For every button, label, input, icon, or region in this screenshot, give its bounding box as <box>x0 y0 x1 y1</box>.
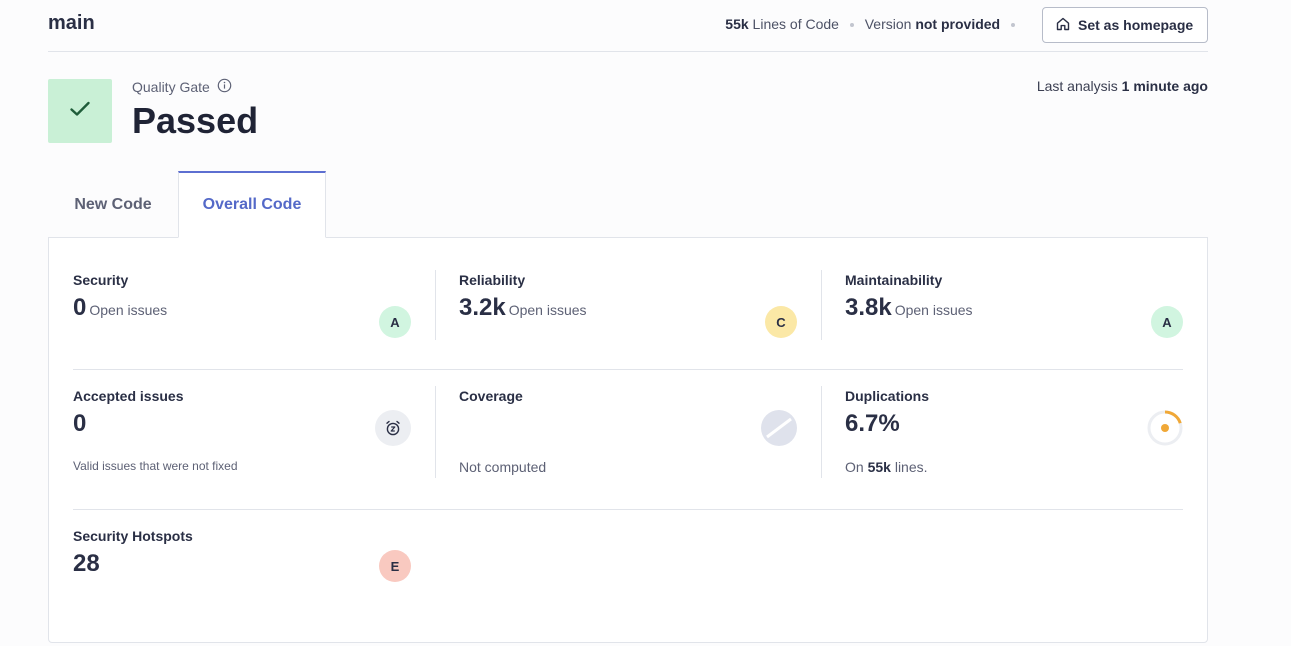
project-meta: 55k Lines of Code Version not provided <box>725 16 1022 32</box>
version-label: Version <box>864 16 912 32</box>
coverage-disabled-icon <box>761 410 797 446</box>
reliability-card[interactable]: Reliability 3.2k Open issues C <box>459 272 797 342</box>
quality-gate-label: Quality Gate <box>132 78 232 96</box>
security-hotspots-card[interactable]: Security Hotspots 28 E <box>73 528 411 588</box>
separator-dot <box>1011 23 1015 28</box>
maintainability-count: 3.8k <box>845 294 892 321</box>
security-unit: Open issues <box>89 302 168 318</box>
accepted-issues-card[interactable]: Accepted issues 0 Valid issues that were… <box>73 388 411 478</box>
reliability-unit: Open issues <box>508 302 587 318</box>
security-count: 0 <box>73 294 87 321</box>
check-icon <box>69 100 91 123</box>
row-divider <box>73 509 1183 510</box>
duplications-description: On 55k lines. <box>845 459 928 475</box>
last-analysis: Last analysis 1 minute ago <box>1037 78 1208 94</box>
quality-gate-status-badge <box>48 79 112 143</box>
lines-of-code-value: 55k <box>725 16 749 32</box>
coverage-description: Not computed <box>459 459 547 475</box>
version-value: not provided <box>915 16 1001 32</box>
accepted-issues-description: Valid issues that were not fixed <box>73 459 238 473</box>
duplications-desc-prefix: On <box>845 459 864 475</box>
maintainability-title: Maintainability <box>845 272 943 288</box>
security-title: Security <box>73 272 129 288</box>
security-hotspots-rating-badge[interactable]: E <box>379 550 411 582</box>
duplications-desc-value: 55k <box>867 459 891 475</box>
quality-gate-label-text: Quality Gate <box>132 79 210 95</box>
maintainability-card[interactable]: Maintainability 3.8k Open issues A <box>845 272 1183 342</box>
duplications-title: Duplications <box>845 388 930 404</box>
reliability-rating-badge[interactable]: C <box>765 306 797 338</box>
branch-name: main <box>48 12 95 34</box>
reliability-title: Reliability <box>459 272 526 288</box>
divider <box>435 270 436 340</box>
coverage-card[interactable]: Coverage Not computed <box>459 388 797 478</box>
quality-gate-status: Passed <box>132 100 259 141</box>
reliability-count: 3.2k <box>459 294 506 321</box>
last-analysis-value: 1 minute ago <box>1121 78 1208 94</box>
metrics-panel: Security 0 Open issues A Reliability 3.2k… <box>48 237 1208 643</box>
tab-overall-code[interactable]: Overall Code <box>178 171 326 238</box>
duplications-value[interactable]: 6.7% <box>845 410 900 437</box>
coverage-title: Coverage <box>459 388 523 404</box>
alarm-clock-icon <box>375 410 411 446</box>
set-as-homepage-label: Set as homepage <box>1078 17 1194 33</box>
divider <box>435 386 436 478</box>
last-analysis-label: Last analysis <box>1036 78 1118 94</box>
maintainability-value[interactable]: 3.8k Open issues <box>845 294 973 322</box>
separator-dot <box>849 23 854 28</box>
security-value[interactable]: 0 Open issues <box>73 294 167 322</box>
project-overview: main 55k Lines of Code Version not provi… <box>48 0 1208 646</box>
duplications-card[interactable]: Duplications 6.7% On 55k lines. <box>845 388 1183 478</box>
security-hotspots-value[interactable]: 28 <box>73 550 100 577</box>
lines-of-code-label: Lines of Code <box>752 16 839 32</box>
set-as-homepage-button[interactable]: Set as homepage <box>1042 7 1208 43</box>
security-rating-badge[interactable]: A <box>379 306 411 338</box>
maintainability-rating-badge[interactable]: A <box>1151 306 1183 338</box>
home-icon <box>1055 16 1071 35</box>
security-card[interactable]: Security 0 Open issues A <box>73 272 411 342</box>
duplications-desc-suffix: lines. <box>894 459 928 475</box>
info-icon[interactable] <box>217 78 232 96</box>
divider <box>821 270 822 340</box>
security-hotspots-title: Security Hotspots <box>73 528 193 544</box>
duplication-donut-icon <box>1147 410 1183 446</box>
tab-new-code[interactable]: New Code <box>74 195 152 213</box>
accepted-issues-value[interactable]: 0 <box>73 410 87 437</box>
accepted-issues-title: Accepted issues <box>73 388 184 404</box>
divider <box>821 386 822 478</box>
reliability-value[interactable]: 3.2k Open issues <box>459 294 587 322</box>
branch-header: main 55k Lines of Code Version not provi… <box>48 0 1208 52</box>
row-divider <box>73 369 1183 370</box>
maintainability-unit: Open issues <box>894 302 973 318</box>
